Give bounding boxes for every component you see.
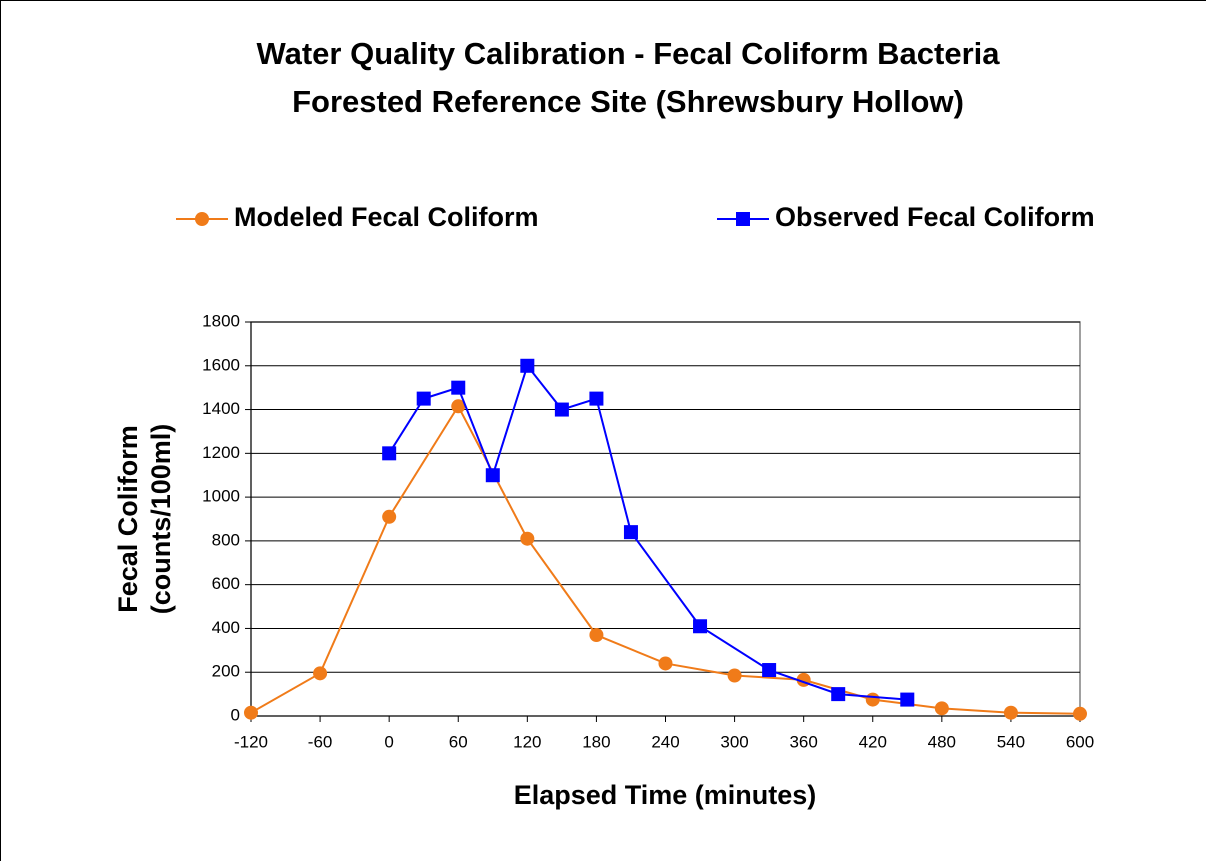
x-tick-label: 600 xyxy=(1066,732,1094,751)
legend-label: Observed Fecal Coliform xyxy=(775,202,1095,232)
y-tick-label: 1400 xyxy=(202,399,240,418)
x-tick-label: 300 xyxy=(720,732,748,751)
x-tick-label: 60 xyxy=(449,732,468,751)
marker xyxy=(900,692,915,707)
x-tick-label: 420 xyxy=(859,732,887,751)
marker xyxy=(1073,706,1087,721)
marker xyxy=(313,666,328,681)
marker xyxy=(382,509,397,524)
chart-subtitle: Forested Reference Site (Shrewsbury Holl… xyxy=(292,84,964,119)
x-tick-label: 360 xyxy=(789,732,817,751)
x-tick-label: 240 xyxy=(651,732,679,751)
marker xyxy=(658,656,673,671)
y-tick-label: 0 xyxy=(231,705,240,724)
y-tick-label: 400 xyxy=(212,618,240,637)
marker xyxy=(762,663,777,678)
marker xyxy=(831,687,846,702)
legend-label: Modeled Fecal Coliform xyxy=(234,202,539,232)
x-tick-label: -120 xyxy=(234,732,268,751)
y-tick-label: 1200 xyxy=(202,443,240,462)
x-tick-label: -60 xyxy=(308,732,333,751)
marker xyxy=(520,358,535,373)
marker xyxy=(934,701,949,716)
y-tick-label: 600 xyxy=(212,574,240,593)
x-axis-title: Elapsed Time (minutes) xyxy=(514,780,817,810)
marker xyxy=(244,705,258,720)
marker xyxy=(451,399,466,414)
y-tick-label: 1600 xyxy=(202,355,240,374)
marker xyxy=(451,380,466,395)
marker xyxy=(865,692,880,707)
x-tick-label: 180 xyxy=(582,732,610,751)
y-axis-title: (counts/100ml) xyxy=(146,424,176,615)
y-tick-label: 1800 xyxy=(202,311,240,330)
x-tick-label: 0 xyxy=(384,732,393,751)
y-tick-label: 200 xyxy=(212,662,240,681)
marker xyxy=(382,446,397,461)
marker xyxy=(485,468,500,483)
x-tick-label: 540 xyxy=(997,732,1025,751)
y-tick-label: 1000 xyxy=(202,487,240,506)
marker xyxy=(736,212,750,226)
y-axis-title: Fecal Coliform xyxy=(113,425,143,613)
marker xyxy=(589,628,604,643)
marker xyxy=(554,402,569,417)
x-tick-label: 120 xyxy=(513,732,541,751)
marker xyxy=(520,531,535,546)
marker xyxy=(623,525,638,540)
marker xyxy=(416,391,431,406)
marker xyxy=(727,668,742,683)
marker xyxy=(195,212,209,226)
marker xyxy=(589,391,604,406)
y-tick-label: 800 xyxy=(212,530,240,549)
marker xyxy=(1003,705,1018,720)
x-tick-label: 480 xyxy=(928,732,956,751)
marker xyxy=(693,619,708,634)
chart-title: Water Quality Calibration - Fecal Colifo… xyxy=(256,36,1000,71)
